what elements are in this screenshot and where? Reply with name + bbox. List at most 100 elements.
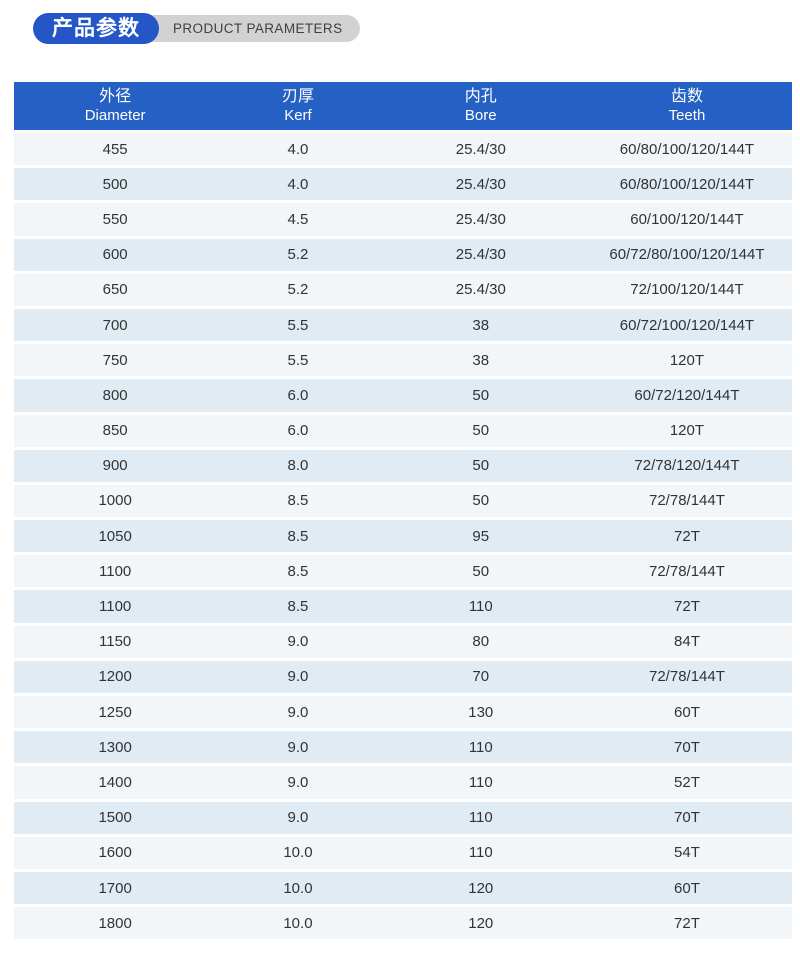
- diameter-cell: 600: [14, 238, 217, 271]
- bore-cell: 110: [379, 590, 582, 623]
- diameter-cell: 550: [14, 203, 217, 236]
- kerf-cell: 6.0: [216, 379, 380, 412]
- diameter-cell: 800: [14, 379, 217, 412]
- table-row: 600 5.2 25.4/30 60/72/80/100/120/144T: [14, 238, 792, 271]
- table-row: 1250 9.0 130 60T: [14, 696, 792, 729]
- bore-cell: 50: [379, 414, 582, 447]
- kerf-cell: 8.5: [216, 590, 380, 623]
- teeth-cell: 60/80/100/120/144T: [581, 168, 792, 201]
- table-header-row: 外径 Diameter 刃厚 Kerf 内孔 Bore 齿数 Teeth: [14, 82, 792, 130]
- diameter-cell: 455: [14, 133, 217, 166]
- teeth-cell: 60/80/100/120/144T: [581, 133, 792, 166]
- teeth-cell: 70T: [581, 731, 792, 764]
- table-row: 1100 8.5 50 72/78/144T: [14, 555, 792, 588]
- table-row: 650 5.2 25.4/30 72/100/120/144T: [14, 273, 792, 306]
- diameter-cell: 1300: [14, 731, 217, 764]
- kerf-cell: 8.5: [216, 520, 380, 553]
- table-row: 1000 8.5 50 72/78/144T: [14, 484, 792, 518]
- bore-cell: 50: [379, 379, 582, 412]
- bore-cell: 50: [379, 484, 582, 518]
- column-header-bore: 内孔 Bore: [379, 82, 582, 130]
- table-row: 550 4.5 25.4/30 60/100/120/144T: [14, 203, 792, 236]
- teeth-cell: 120T: [581, 344, 792, 377]
- table-row: 900 8.0 50 72/78/120/144T: [14, 449, 792, 482]
- table-body: 455 4.0 25.4/30 60/80/100/120/144T 500 4…: [14, 133, 792, 940]
- diameter-cell: 1200: [14, 660, 217, 693]
- kerf-cell: 9.0: [216, 625, 380, 658]
- teeth-cell: 60/72/100/120/144T: [581, 308, 792, 342]
- kerf-cell: 9.0: [216, 801, 380, 834]
- table-row: 1150 9.0 80 84T: [14, 625, 792, 658]
- teeth-cell: 60T: [581, 871, 792, 905]
- diameter-cell: 1100: [14, 590, 217, 623]
- teeth-cell: 60/100/120/144T: [581, 203, 792, 236]
- diameter-cell: 750: [14, 344, 217, 377]
- kerf-cell: 6.0: [216, 414, 380, 447]
- section-title-en: PRODUCT PARAMETERS: [173, 20, 343, 36]
- kerf-cell: 10.0: [216, 907, 380, 940]
- product-parameters-table: 外径 Diameter 刃厚 Kerf 内孔 Bore 齿数 Teeth 455…: [14, 79, 792, 942]
- diameter-cell: 1800: [14, 907, 217, 940]
- column-header-kerf-en: Kerf: [284, 106, 312, 124]
- bore-cell: 110: [379, 766, 582, 799]
- bore-cell: 38: [379, 344, 582, 377]
- table-row: 1700 10.0 120 60T: [14, 871, 792, 905]
- kerf-cell: 5.2: [216, 238, 380, 271]
- diameter-cell: 1050: [14, 520, 217, 553]
- bore-cell: 38: [379, 308, 582, 342]
- bore-cell: 25.4/30: [379, 133, 582, 166]
- table-row: 1200 9.0 70 72/78/144T: [14, 660, 792, 693]
- kerf-cell: 8.5: [216, 555, 380, 588]
- table-row: 1300 9.0 110 70T: [14, 731, 792, 764]
- diameter-cell: 900: [14, 449, 217, 482]
- column-header-kerf: 刃厚 Kerf: [216, 82, 380, 130]
- diameter-cell: 700: [14, 308, 217, 342]
- table-row: 1600 10.0 110 54T: [14, 836, 792, 869]
- table-row: 500 4.0 25.4/30 60/80/100/120/144T: [14, 168, 792, 201]
- teeth-cell: 60T: [581, 696, 792, 729]
- teeth-cell: 72/78/144T: [581, 660, 792, 693]
- teeth-cell: 120T: [581, 414, 792, 447]
- bore-cell: 25.4/30: [379, 168, 582, 201]
- table-row: 1800 10.0 120 72T: [14, 907, 792, 940]
- column-header-bore-en: Bore: [464, 106, 497, 124]
- kerf-cell: 5.5: [216, 344, 380, 377]
- bore-cell: 120: [379, 907, 582, 940]
- bore-cell: 80: [379, 625, 582, 658]
- diameter-cell: 650: [14, 273, 217, 306]
- diameter-cell: 1000: [14, 484, 217, 518]
- kerf-cell: 9.0: [216, 660, 380, 693]
- teeth-cell: 84T: [581, 625, 792, 658]
- bore-cell: 110: [379, 801, 582, 834]
- bore-cell: 110: [379, 836, 582, 869]
- table-row: 1050 8.5 95 72T: [14, 520, 792, 553]
- teeth-cell: 72/100/120/144T: [581, 273, 792, 306]
- column-header-teeth: 齿数 Teeth: [581, 82, 792, 130]
- table-row: 1100 8.5 110 72T: [14, 590, 792, 623]
- teeth-cell: 72/78/144T: [581, 555, 792, 588]
- teeth-cell: 54T: [581, 836, 792, 869]
- table-row: 1400 9.0 110 52T: [14, 766, 792, 799]
- table-row: 800 6.0 50 60/72/120/144T: [14, 379, 792, 412]
- column-header-diameter-zh: 外径: [99, 88, 132, 106]
- column-header-bore-zh: 内孔: [464, 88, 497, 106]
- section-title-zh-pill: 产品参数: [33, 12, 159, 44]
- diameter-cell: 1500: [14, 801, 217, 834]
- bore-cell: 120: [379, 871, 582, 905]
- kerf-cell: 8.0: [216, 449, 380, 482]
- bore-cell: 130: [379, 696, 582, 729]
- teeth-cell: 70T: [581, 801, 792, 834]
- bore-cell: 25.4/30: [379, 273, 582, 306]
- bore-cell: 70: [379, 660, 582, 693]
- teeth-cell: 72T: [581, 907, 792, 940]
- kerf-cell: 8.5: [216, 484, 380, 518]
- diameter-cell: 1150: [14, 625, 217, 658]
- bore-cell: 25.4/30: [379, 238, 582, 271]
- table-row: 700 5.5 38 60/72/100/120/144T: [14, 308, 792, 342]
- teeth-cell: 52T: [581, 766, 792, 799]
- table-row: 850 6.0 50 120T: [14, 414, 792, 447]
- teeth-cell: 72T: [581, 590, 792, 623]
- column-header-diameter-en: Diameter: [84, 106, 146, 124]
- bore-cell: 95: [379, 520, 582, 553]
- kerf-cell: 5.2: [216, 273, 380, 306]
